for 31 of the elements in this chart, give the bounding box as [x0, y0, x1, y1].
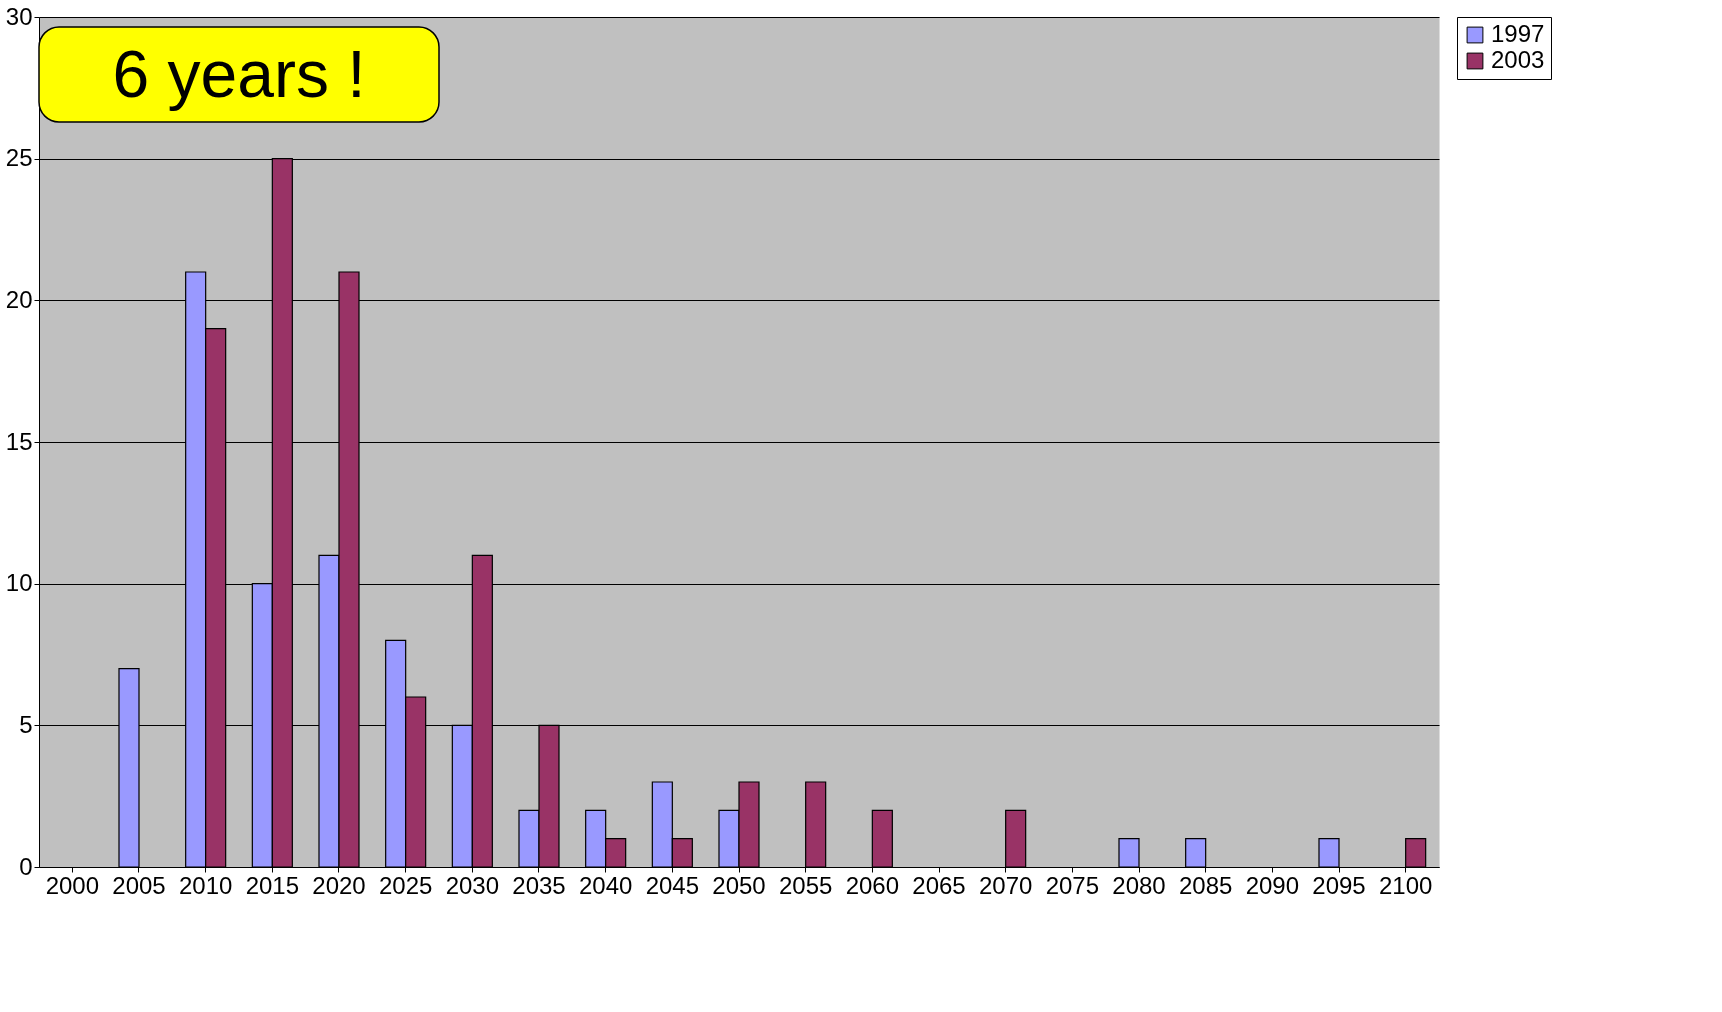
y-tick-label: 0 — [19, 852, 33, 880]
x-tick-label: 2100 — [1378, 871, 1433, 899]
y-tick-label: 5 — [19, 710, 33, 738]
x-tick-label: 2090 — [1245, 871, 1300, 899]
x-tick-label: 2010 — [178, 871, 233, 899]
y-tick-label: 20 — [5, 285, 33, 313]
x-tick-label: 2060 — [845, 871, 900, 899]
x-tick-label: 2040 — [578, 871, 633, 899]
y-tick-label: 30 — [5, 2, 33, 30]
x-tick-label: 2030 — [445, 871, 500, 899]
legend-label: 2003 — [1491, 46, 1545, 73]
annotation: 6 years ! — [112, 37, 366, 111]
x-tick-label: 2015 — [245, 871, 300, 899]
x-tick-label: 2050 — [712, 871, 766, 899]
y-tick-label: 10 — [5, 569, 33, 597]
x-tick-label: 2070 — [978, 871, 1033, 899]
x-tick-label: 2095 — [1312, 871, 1366, 899]
y-tick-label: 15 — [5, 427, 33, 455]
x-tick-label: 2065 — [912, 871, 966, 899]
x-tick-label: 2080 — [1112, 871, 1166, 899]
x-tick-label: 2020 — [312, 871, 366, 899]
x-tick-label: 2035 — [512, 871, 566, 899]
x-tick-label: 2000 — [45, 871, 100, 899]
x-tick-label: 2025 — [378, 871, 433, 899]
x-tick-label: 2075 — [1045, 871, 1100, 899]
y-tick-label: 25 — [5, 144, 33, 172]
x-tick-label: 2045 — [645, 871, 700, 899]
x-tick-label: 2005 — [112, 871, 166, 899]
x-tick-label: 2085 — [1178, 871, 1233, 899]
legend-label: 1997 — [1491, 20, 1545, 47]
x-tick-label: 2055 — [778, 871, 833, 899]
